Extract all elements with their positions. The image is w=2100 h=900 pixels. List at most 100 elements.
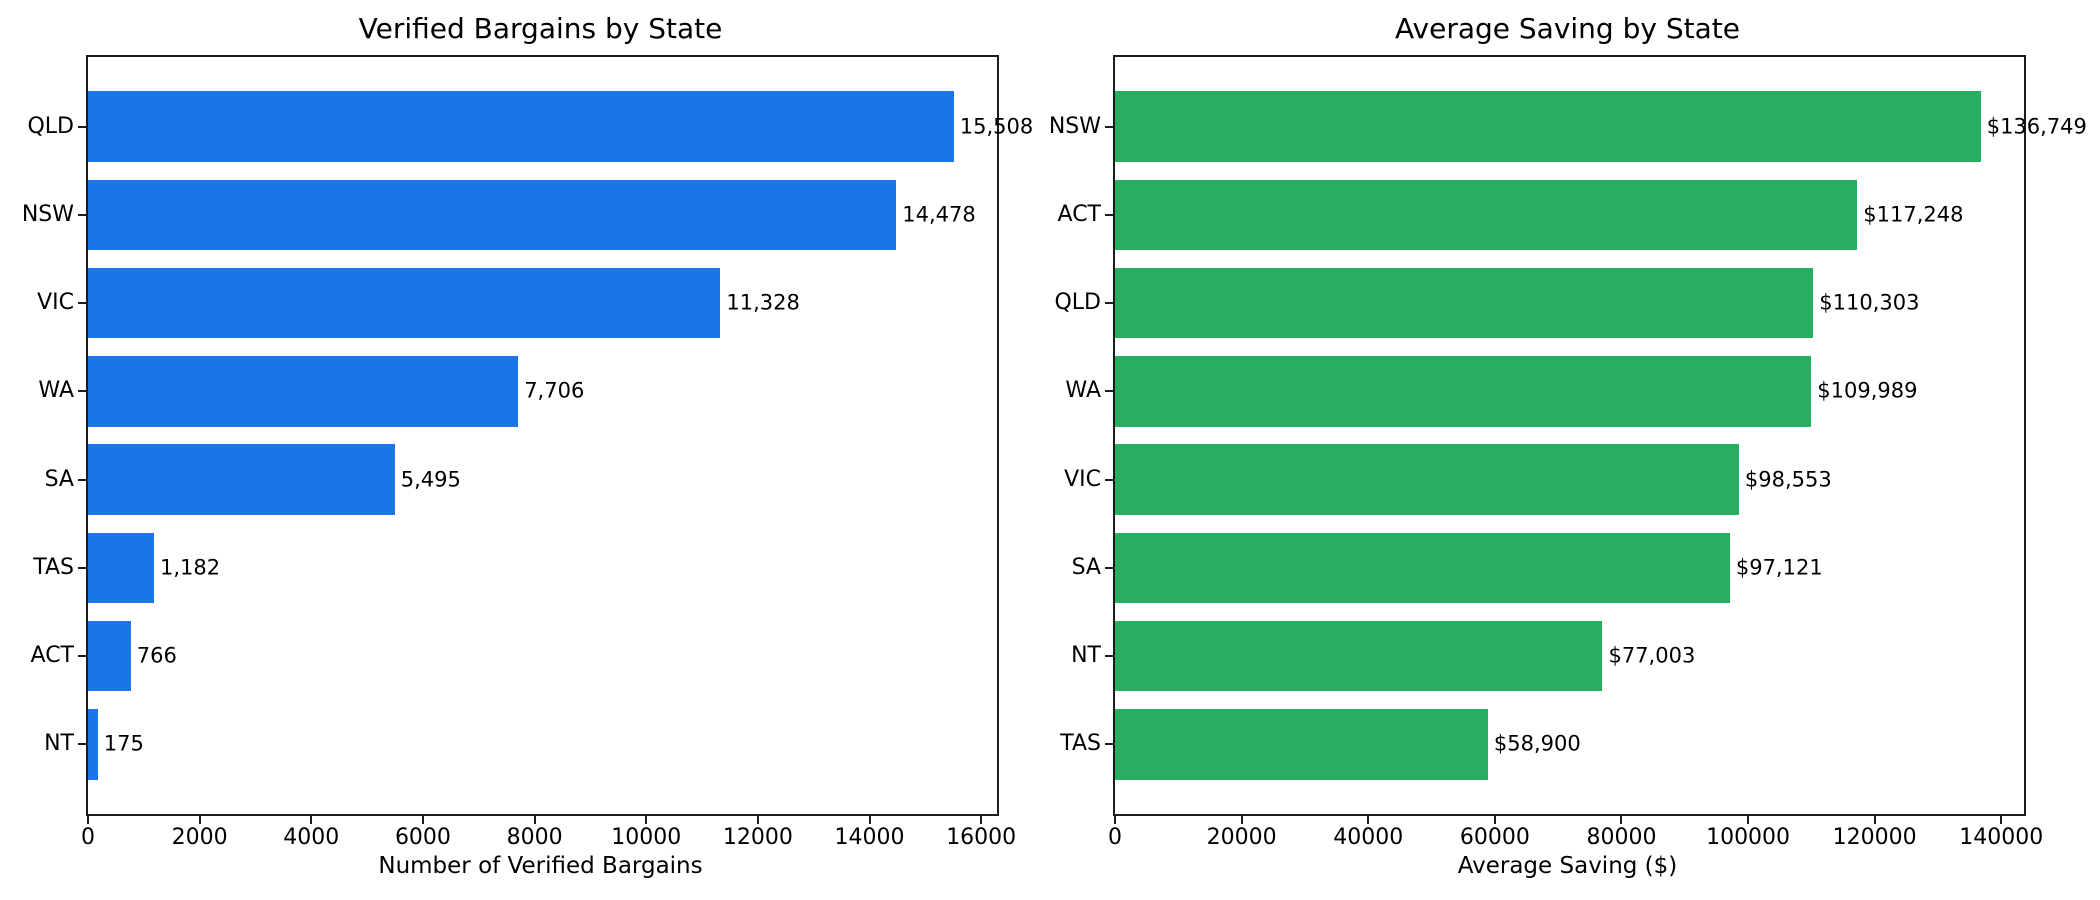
- bar-value-label: $136,749: [1986, 114, 2087, 139]
- x-axis-label: Average Saving ($): [1457, 853, 1678, 879]
- x-tick-label: 60000: [1459, 825, 1530, 850]
- x-tick-label: 40000: [1333, 825, 1404, 850]
- x-tick-label: 4000: [283, 825, 340, 850]
- y-tick-label: NSW: [21, 201, 74, 227]
- x-tick-label: 120000: [1832, 825, 1917, 850]
- y-tick-label: NSW: [1048, 113, 1101, 139]
- bar: [1115, 709, 1488, 780]
- bar-value-label: 766: [136, 643, 177, 668]
- bar: [88, 532, 154, 604]
- bar: [88, 91, 954, 162]
- x-tick-mark: [533, 816, 536, 824]
- x-tick-mark: [2000, 816, 2003, 824]
- y-tick-label: SA: [1071, 554, 1101, 580]
- bar: [88, 620, 131, 692]
- x-tick-mark: [1873, 816, 1876, 824]
- y-tick-label: TAS: [1060, 731, 1101, 757]
- bar: [1115, 91, 1981, 162]
- bar: [88, 356, 519, 427]
- y-tick-label: TAS: [33, 554, 74, 580]
- bar: [1115, 267, 1814, 339]
- y-tick-mark: [1105, 125, 1113, 128]
- y-tick-label: ACT: [1057, 201, 1101, 227]
- y-tick-label: SA: [44, 466, 74, 492]
- y-tick-label: NT: [1071, 643, 1101, 669]
- bar-value-label: 11,328: [726, 290, 800, 315]
- bar-value-label: 14,478: [902, 202, 976, 227]
- bar: [88, 444, 395, 515]
- bar: [1115, 620, 1603, 692]
- y-tick-label: VIC: [37, 290, 74, 316]
- y-tick-label: QLD: [1054, 290, 1101, 316]
- x-tick-label: 0: [1108, 825, 1122, 850]
- x-tick-label: 6000: [394, 825, 451, 850]
- bar-value-label: $77,003: [1608, 643, 1696, 668]
- bar-value-label: 175: [103, 731, 144, 756]
- x-tick-mark: [87, 816, 89, 824]
- y-tick-label: ACT: [30, 643, 74, 669]
- plot-area: $136,749 NSW $117,248 ACT $110,303 QLD $109,98…: [1049, 55, 2087, 850]
- x-tick-mark: [310, 816, 313, 824]
- x-tick-mark: [756, 816, 759, 824]
- y-tick-label: QLD: [27, 113, 74, 139]
- y-tick-mark: [78, 302, 86, 305]
- x-tick-mark: [1493, 816, 1496, 824]
- chart-title: Verified Bargains by State: [358, 12, 723, 45]
- x-tick-mark: [198, 816, 201, 824]
- y-tick-label: NT: [44, 731, 74, 757]
- y-tick-mark: [78, 213, 86, 216]
- bar-value-label: $58,900: [1493, 731, 1581, 756]
- bar-value-label: $98,553: [1744, 467, 1832, 492]
- x-tick-mark: [645, 816, 648, 824]
- y-tick-label: WA: [38, 378, 74, 404]
- x-tick-label: 20000: [1206, 825, 1277, 850]
- y-tick-mark: [78, 743, 86, 746]
- y-tick-label: WA: [1065, 378, 1101, 404]
- x-tick-mark: [421, 816, 424, 824]
- y-tick-mark: [78, 390, 86, 393]
- y-tick-mark: [1105, 655, 1113, 658]
- x-tick-mark: [1747, 816, 1750, 824]
- y-tick-label: VIC: [1064, 466, 1101, 492]
- bar: [1115, 179, 1858, 251]
- bar: [88, 709, 98, 780]
- x-tick-mark: [980, 816, 983, 824]
- bar-value-label: 15,508: [959, 114, 1034, 139]
- bar-value-label: 7,706: [524, 378, 585, 403]
- bar-value-label: $97,121: [1735, 555, 1823, 580]
- x-tick-label: 12000: [722, 825, 793, 850]
- plot-area: 15,508 QLD 14,478 NSW 11,328 VIC 7,706 WA 5,495 S…: [22, 55, 1033, 850]
- x-tick-mark: [868, 816, 871, 824]
- bar-value-label: 5,495: [400, 467, 461, 492]
- bar: [1115, 444, 1739, 515]
- x-tick-mark: [1620, 816, 1623, 824]
- x-tick-label: 10000: [611, 825, 682, 850]
- bar: [1115, 356, 1812, 427]
- bar-value-label: 1,182: [159, 555, 221, 580]
- bar-value-label: $117,248: [1863, 202, 1964, 227]
- x-tick-label: 16000: [946, 825, 1017, 850]
- x-tick-mark: [1114, 816, 1116, 824]
- x-tick-mark: [1367, 816, 1370, 824]
- y-tick-mark: [1105, 302, 1113, 305]
- x-tick-label: 8000: [506, 825, 563, 850]
- y-tick-mark: [78, 655, 86, 658]
- x-tick-label: 140000: [1959, 825, 2044, 850]
- y-tick-mark: [78, 125, 86, 128]
- y-tick-mark: [1105, 478, 1113, 481]
- x-axis-label: Number of Verified Bargains: [378, 853, 703, 879]
- bar: [1115, 532, 1730, 604]
- bar-value-label: $109,989: [1817, 378, 1918, 403]
- bar-value-label: $110,303: [1819, 290, 1920, 315]
- bar: [88, 179, 897, 251]
- x-tick-label: 2000: [171, 825, 228, 850]
- y-tick-mark: [1105, 566, 1113, 569]
- y-tick-mark: [78, 566, 86, 569]
- x-tick-label: 14000: [834, 825, 905, 850]
- x-tick-label: 100000: [1706, 825, 1791, 850]
- x-tick-mark: [1240, 816, 1243, 824]
- y-tick-mark: [78, 478, 86, 481]
- y-tick-mark: [1105, 213, 1113, 216]
- chart-title: Average Saving by State: [1395, 12, 1740, 45]
